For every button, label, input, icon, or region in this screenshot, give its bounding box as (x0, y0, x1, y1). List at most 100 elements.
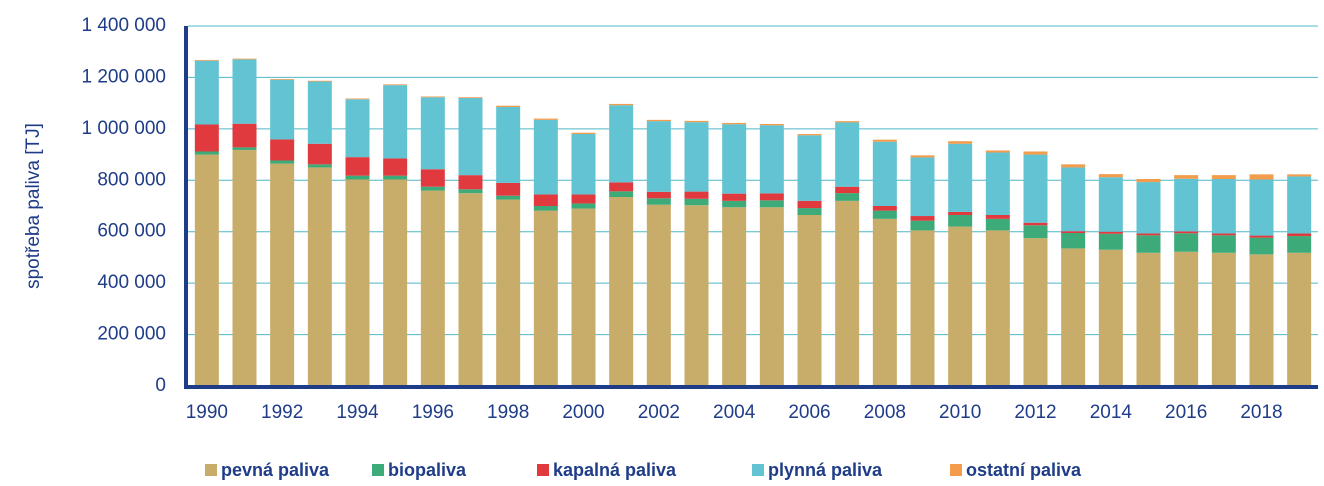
bar-segment (646, 121, 671, 192)
bar-segment (420, 96, 445, 98)
bar-segment (571, 194, 596, 204)
bar-segment (420, 169, 445, 187)
legend-swatch (205, 464, 217, 476)
bar-segment (458, 98, 483, 176)
x-tick-label: 1998 (487, 402, 529, 423)
bar-segment (985, 215, 1010, 219)
y-axis-label: spotřeba paliva [TJ] (23, 123, 44, 289)
bar-segment (985, 152, 1010, 215)
y-tick-label: 0 (155, 375, 166, 396)
y-tick-label: 1 000 000 (81, 118, 166, 139)
y-tick-label: 600 000 (97, 221, 166, 242)
bar-segment (533, 206, 558, 211)
bar-segment (496, 199, 521, 386)
bar-segment (609, 191, 634, 197)
x-tick-label: 2012 (1014, 402, 1056, 423)
bar-segment (270, 139, 295, 161)
bar-segment (684, 122, 709, 192)
bar-segment (194, 124, 219, 152)
bar-segment (646, 191, 671, 199)
bar-segment (609, 197, 634, 386)
legend-label: biopaliva (388, 460, 467, 480)
bar-segment (1287, 174, 1312, 177)
bar-segment (1023, 154, 1048, 223)
bar-segment (533, 210, 558, 386)
bar-segment (948, 141, 973, 144)
bar-segment (835, 186, 860, 194)
bar-segment (722, 124, 747, 194)
bar-segment (533, 194, 558, 206)
bar-segment (797, 208, 822, 215)
bar-segment (1098, 233, 1123, 250)
bar-segment (835, 193, 860, 201)
bar-segment (1174, 251, 1199, 386)
bar-segment (1211, 179, 1236, 234)
legend-label: pevná paliva (221, 460, 330, 480)
bar-segment (1023, 225, 1048, 239)
y-tick-label: 400 000 (97, 272, 166, 293)
bar-segment (232, 147, 257, 150)
bar-segment (1249, 174, 1274, 180)
bar-segment (759, 123, 784, 126)
bar-segment (1061, 248, 1086, 386)
bar-segment (571, 134, 596, 195)
bar-segment (910, 216, 935, 221)
bar-segment (1287, 252, 1312, 386)
bar-segment (872, 206, 897, 211)
bar-segment (797, 215, 822, 386)
bar-segment (910, 155, 935, 158)
bar-segment (1136, 179, 1161, 183)
bar-segment (1174, 231, 1199, 234)
bar-segment (307, 81, 332, 144)
bar-segment (722, 122, 747, 125)
bar-segment (1249, 254, 1274, 386)
x-tick-label: 2014 (1090, 402, 1133, 423)
bar-segment (232, 59, 257, 124)
bar-segment (797, 134, 822, 136)
bar-segment (948, 211, 973, 215)
bar-segment (1136, 235, 1161, 253)
bar-segment (1098, 174, 1123, 178)
bar-segment (270, 78, 295, 80)
x-tick-label: 2002 (638, 402, 680, 423)
bar-segment (1211, 252, 1236, 386)
bar-segment (307, 143, 332, 165)
legend-label: ostatní paliva (966, 460, 1082, 480)
bar-segment (571, 208, 596, 386)
bar-segment (1098, 249, 1123, 386)
bar-segment (759, 200, 784, 208)
bar-segment (872, 210, 897, 219)
bar-segment (232, 123, 257, 148)
bar-segment (1136, 233, 1161, 236)
y-tick-label: 1 200 000 (81, 66, 166, 87)
bar-segment (948, 226, 973, 386)
bar-segment (1098, 177, 1123, 232)
bar-segment (420, 97, 445, 170)
bar-segment (1061, 233, 1086, 249)
bar-segment (383, 158, 408, 176)
bar-segment (571, 203, 596, 209)
bar-segment (194, 151, 219, 155)
y-tick-label: 800 000 (97, 169, 166, 190)
bar-segment (759, 193, 784, 201)
bar-segment (270, 79, 295, 140)
y-tick-label: 1 400 000 (81, 15, 166, 36)
bar-segment (420, 190, 445, 386)
bar-segment (835, 122, 860, 187)
bar-segment (1249, 237, 1274, 255)
bar-segment (722, 207, 747, 386)
bar-segment (872, 218, 897, 386)
bar-segment (835, 200, 860, 386)
legend-label: kapalná paliva (553, 460, 677, 480)
bar-segment (609, 182, 634, 192)
bar-segment (985, 150, 1010, 153)
bar-segment (270, 160, 295, 164)
bar-segment (458, 193, 483, 386)
bar-segment (345, 175, 370, 180)
bar-segment (1061, 164, 1086, 168)
bar-segment (458, 97, 483, 98)
bar-segment (383, 85, 408, 159)
bar-segment (383, 179, 408, 386)
bar-segment (383, 84, 408, 86)
legend-label: plynná paliva (768, 460, 883, 480)
